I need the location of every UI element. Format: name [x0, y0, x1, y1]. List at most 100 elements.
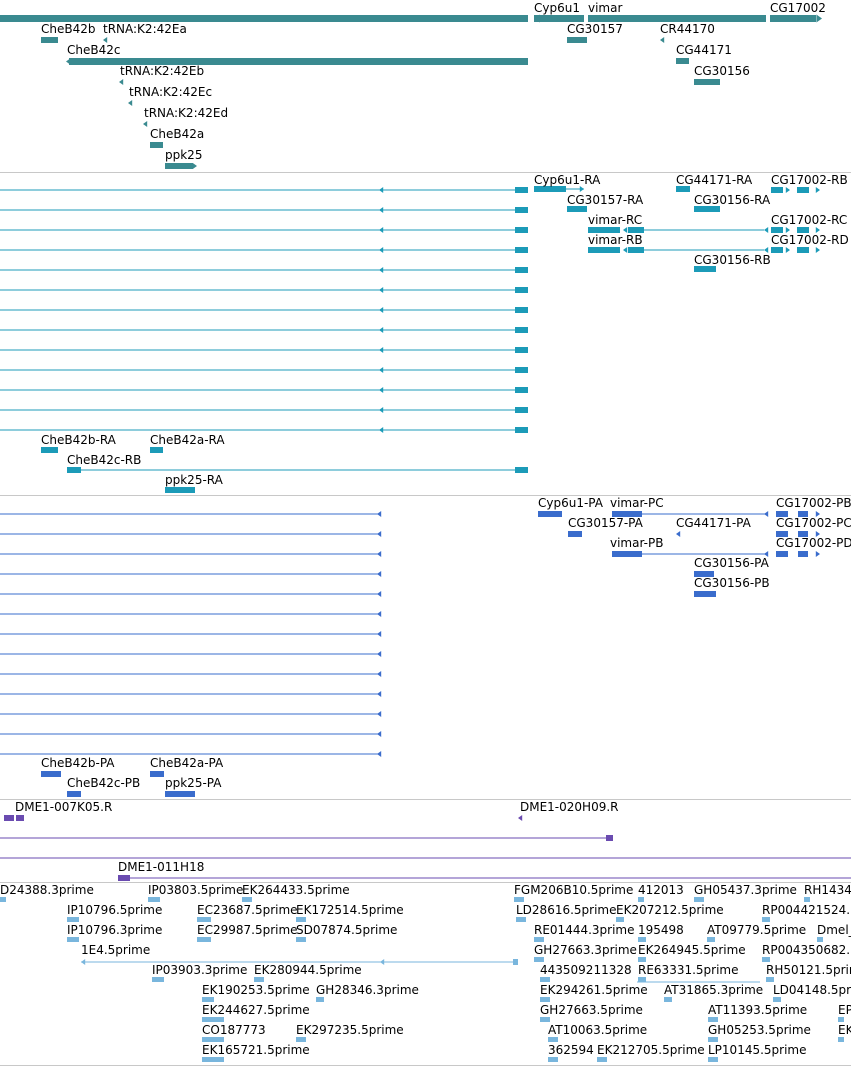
est-label-443509211328[interactable]: 443509211328: [540, 963, 632, 977]
est-label-362594[interactable]: 362594: [548, 1043, 594, 1057]
est-label-ek264945-5prime[interactable]: EK264945.5prime: [638, 943, 746, 957]
gene-label-trna-k2-42eb[interactable]: tRNA:K2:42Eb: [120, 64, 205, 78]
est-read[interactable]: [540, 997, 550, 1002]
transcript-exon[interactable]: [515, 367, 528, 373]
est-label-co187773[interactable]: CO187773: [202, 1023, 266, 1037]
est-read[interactable]: [707, 937, 715, 942]
clone-label-dme1-020h09-r[interactable]: DME1-020H09.R: [520, 800, 619, 814]
transcript-exon[interactable]: [515, 347, 528, 353]
gene-label-trna-k2-42ed[interactable]: tRNA:K2:42Ed: [144, 106, 229, 120]
transcript-exon[interactable]: [515, 227, 528, 233]
est-label-1e4-5prime[interactable]: 1E4.5prime: [81, 943, 151, 957]
transcript-label-cg17002-rc[interactable]: CG17002-RC: [771, 213, 848, 227]
est-label-ip03903-3prime[interactable]: IP03903.3prime: [152, 963, 248, 977]
transcript-exon-cheb42a-ra[interactable]: [150, 447, 163, 453]
est-label-412013[interactable]: 412013: [638, 883, 684, 897]
gene-label-trna-k2-42ec[interactable]: tRNA:K2:42Ec: [129, 85, 213, 99]
est-label-ec23687-5prime[interactable]: EC23687.5prime: [197, 903, 298, 917]
est-read[interactable]: [762, 917, 770, 922]
protein-label-vimar-pc[interactable]: vimar-PC: [610, 496, 664, 510]
est-read[interactable]: [514, 897, 524, 902]
est-label-rh50121-5prime[interactable]: RH50121.5prime: [766, 963, 851, 977]
transcript-label-cg17002-rb[interactable]: CG17002-RB: [771, 173, 848, 187]
transcript-exon[interactable]: [515, 427, 528, 433]
est-label-at31865-3prime[interactable]: AT31865.3prime: [664, 983, 764, 997]
transcript-exon-vimar[interactable]: [588, 227, 620, 233]
est-read[interactable]: [762, 957, 770, 962]
gene-label-cr44170[interactable]: CR44170: [660, 22, 715, 36]
protein-label-cg17002-pc[interactable]: CG17002-PC: [776, 516, 851, 530]
transcript-exon[interactable]: [515, 247, 528, 253]
protein-label-cg30157-pa[interactable]: CG30157-PA: [568, 516, 643, 530]
protein-cds-cg30157-pa[interactable]: [568, 531, 582, 537]
est-label-at11393-5prime[interactable]: AT11393.5prime: [708, 1003, 808, 1017]
est-read[interactable]: [766, 977, 774, 982]
est-read[interactable]: [708, 1057, 718, 1062]
est-read[interactable]: [242, 897, 252, 902]
protein-label-vimar-pb[interactable]: vimar-PB: [610, 536, 664, 550]
transcript-exon[interactable]: [515, 307, 528, 313]
transcript-exon-cheb42b-ra[interactable]: [41, 447, 58, 453]
protein-cds-cg17002[interactable]: [798, 531, 808, 537]
est-read[interactable]: [197, 937, 211, 942]
est-label-fgm206b10-5prime[interactable]: FGM206B10.5prime: [514, 883, 634, 897]
transcript-exon-cg44171-ra[interactable]: [676, 186, 690, 192]
gene-bar-ppk25[interactable]: [165, 163, 193, 169]
protein-cds-vimar[interactable]: [612, 511, 642, 517]
est-read[interactable]: [838, 1037, 844, 1042]
transcript-exon-vimar[interactable]: [628, 227, 644, 233]
est-label-ep[interactable]: EP: [838, 1003, 851, 1017]
gene-label-cyp6u1[interactable]: Cyp6u1: [534, 1, 580, 15]
est-label-ek212705-5prime[interactable]: EK212705.5prime: [597, 1043, 705, 1057]
est-label-re63331-5prime[interactable]: RE63331.5prime: [638, 963, 739, 977]
protein-cds-ppk25-pa[interactable]: [165, 791, 195, 797]
protein-label-cg17002-pb[interactable]: CG17002-PB: [776, 496, 851, 510]
protein-cds-cheb42c-pb[interactable]: [67, 791, 81, 797]
est-label-ek207212-5prime[interactable]: EK207212.5prime: [616, 903, 724, 917]
gene-bar-cheb42a[interactable]: [150, 142, 163, 148]
est-label-gh05253-5prime[interactable]: GH05253.5prime: [708, 1023, 811, 1037]
gene-label-cg17002[interactable]: CG17002: [770, 1, 826, 15]
gene-label-cg44171[interactable]: CG44171: [676, 43, 732, 57]
transcript-label-cheb42c-rb[interactable]: CheB42c-RB: [67, 453, 142, 467]
transcript-exon[interactable]: [515, 327, 528, 333]
est-read[interactable]: [67, 937, 79, 942]
transcript-exon-cg30156-ra[interactable]: [694, 206, 720, 212]
est-label-ld28616-5prime[interactable]: LD28616.5prime: [516, 903, 617, 917]
protein-label-cyp6u1-pa[interactable]: Cyp6u1-PA: [538, 496, 603, 510]
est-label-gh27663-3prime[interactable]: GH27663.3prime: [534, 943, 637, 957]
est-read[interactable]: [638, 897, 644, 902]
gene-bar-cheb42c[interactable]: [69, 58, 528, 65]
transcript-exon-cyp6u1-ra[interactable]: [534, 186, 566, 192]
gene-bar-cg30157[interactable]: [567, 37, 587, 43]
est-label-ek172514-5prime[interactable]: EK172514.5prime: [296, 903, 404, 917]
transcript-exon[interactable]: [515, 187, 528, 193]
transcript-label-vimar-rc[interactable]: vimar-RC: [588, 213, 643, 227]
transcript-exon-cg17002[interactable]: [797, 227, 809, 233]
est-read[interactable]: [548, 1037, 558, 1042]
protein-label-cheb42a-pa[interactable]: CheB42a-PA: [150, 756, 224, 770]
transcript-label-vimar-rb[interactable]: vimar-RB: [588, 233, 643, 247]
gene-label-cg30156[interactable]: CG30156: [694, 64, 750, 78]
gene-label-trna-k2-42ea[interactable]: tRNA:K2:42Ea: [103, 22, 187, 36]
est-label-sd07874-5prime[interactable]: SD07874.5prime: [296, 923, 398, 937]
est-read[interactable]: [254, 977, 264, 982]
transcript-exon-cheb42c-rb[interactable]: [67, 467, 81, 473]
protein-cds-cg17002[interactable]: [776, 551, 788, 557]
protein-label-cg30156-pb[interactable]: CG30156-PB: [694, 576, 770, 590]
transcript-exon-cg17002[interactable]: [771, 187, 783, 193]
transcript-exon-cg17002[interactable]: [771, 247, 783, 253]
est-label-ek[interactable]: EK: [838, 1023, 851, 1037]
protein-cds-cg30156-pb[interactable]: [694, 591, 716, 597]
est-read[interactable]: [773, 997, 781, 1002]
transcript-exon[interactable]: [515, 387, 528, 393]
protein-label-cheb42b-pa[interactable]: CheB42b-PA: [41, 756, 115, 770]
est-read[interactable]: [708, 1017, 718, 1022]
est-label-ek165721-5prime[interactable]: EK165721.5prime: [202, 1043, 310, 1057]
est-label-ek294261-5prime[interactable]: EK294261.5prime: [540, 983, 648, 997]
est-read[interactable]: [516, 917, 526, 922]
est-read[interactable]: [638, 977, 646, 982]
gene-label-cheb42c[interactable]: CheB42c: [67, 43, 121, 57]
protein-label-cheb42c-pb[interactable]: CheB42c-PB: [67, 776, 141, 790]
est-label-dmel[interactable]: Dmel_: [817, 923, 851, 937]
